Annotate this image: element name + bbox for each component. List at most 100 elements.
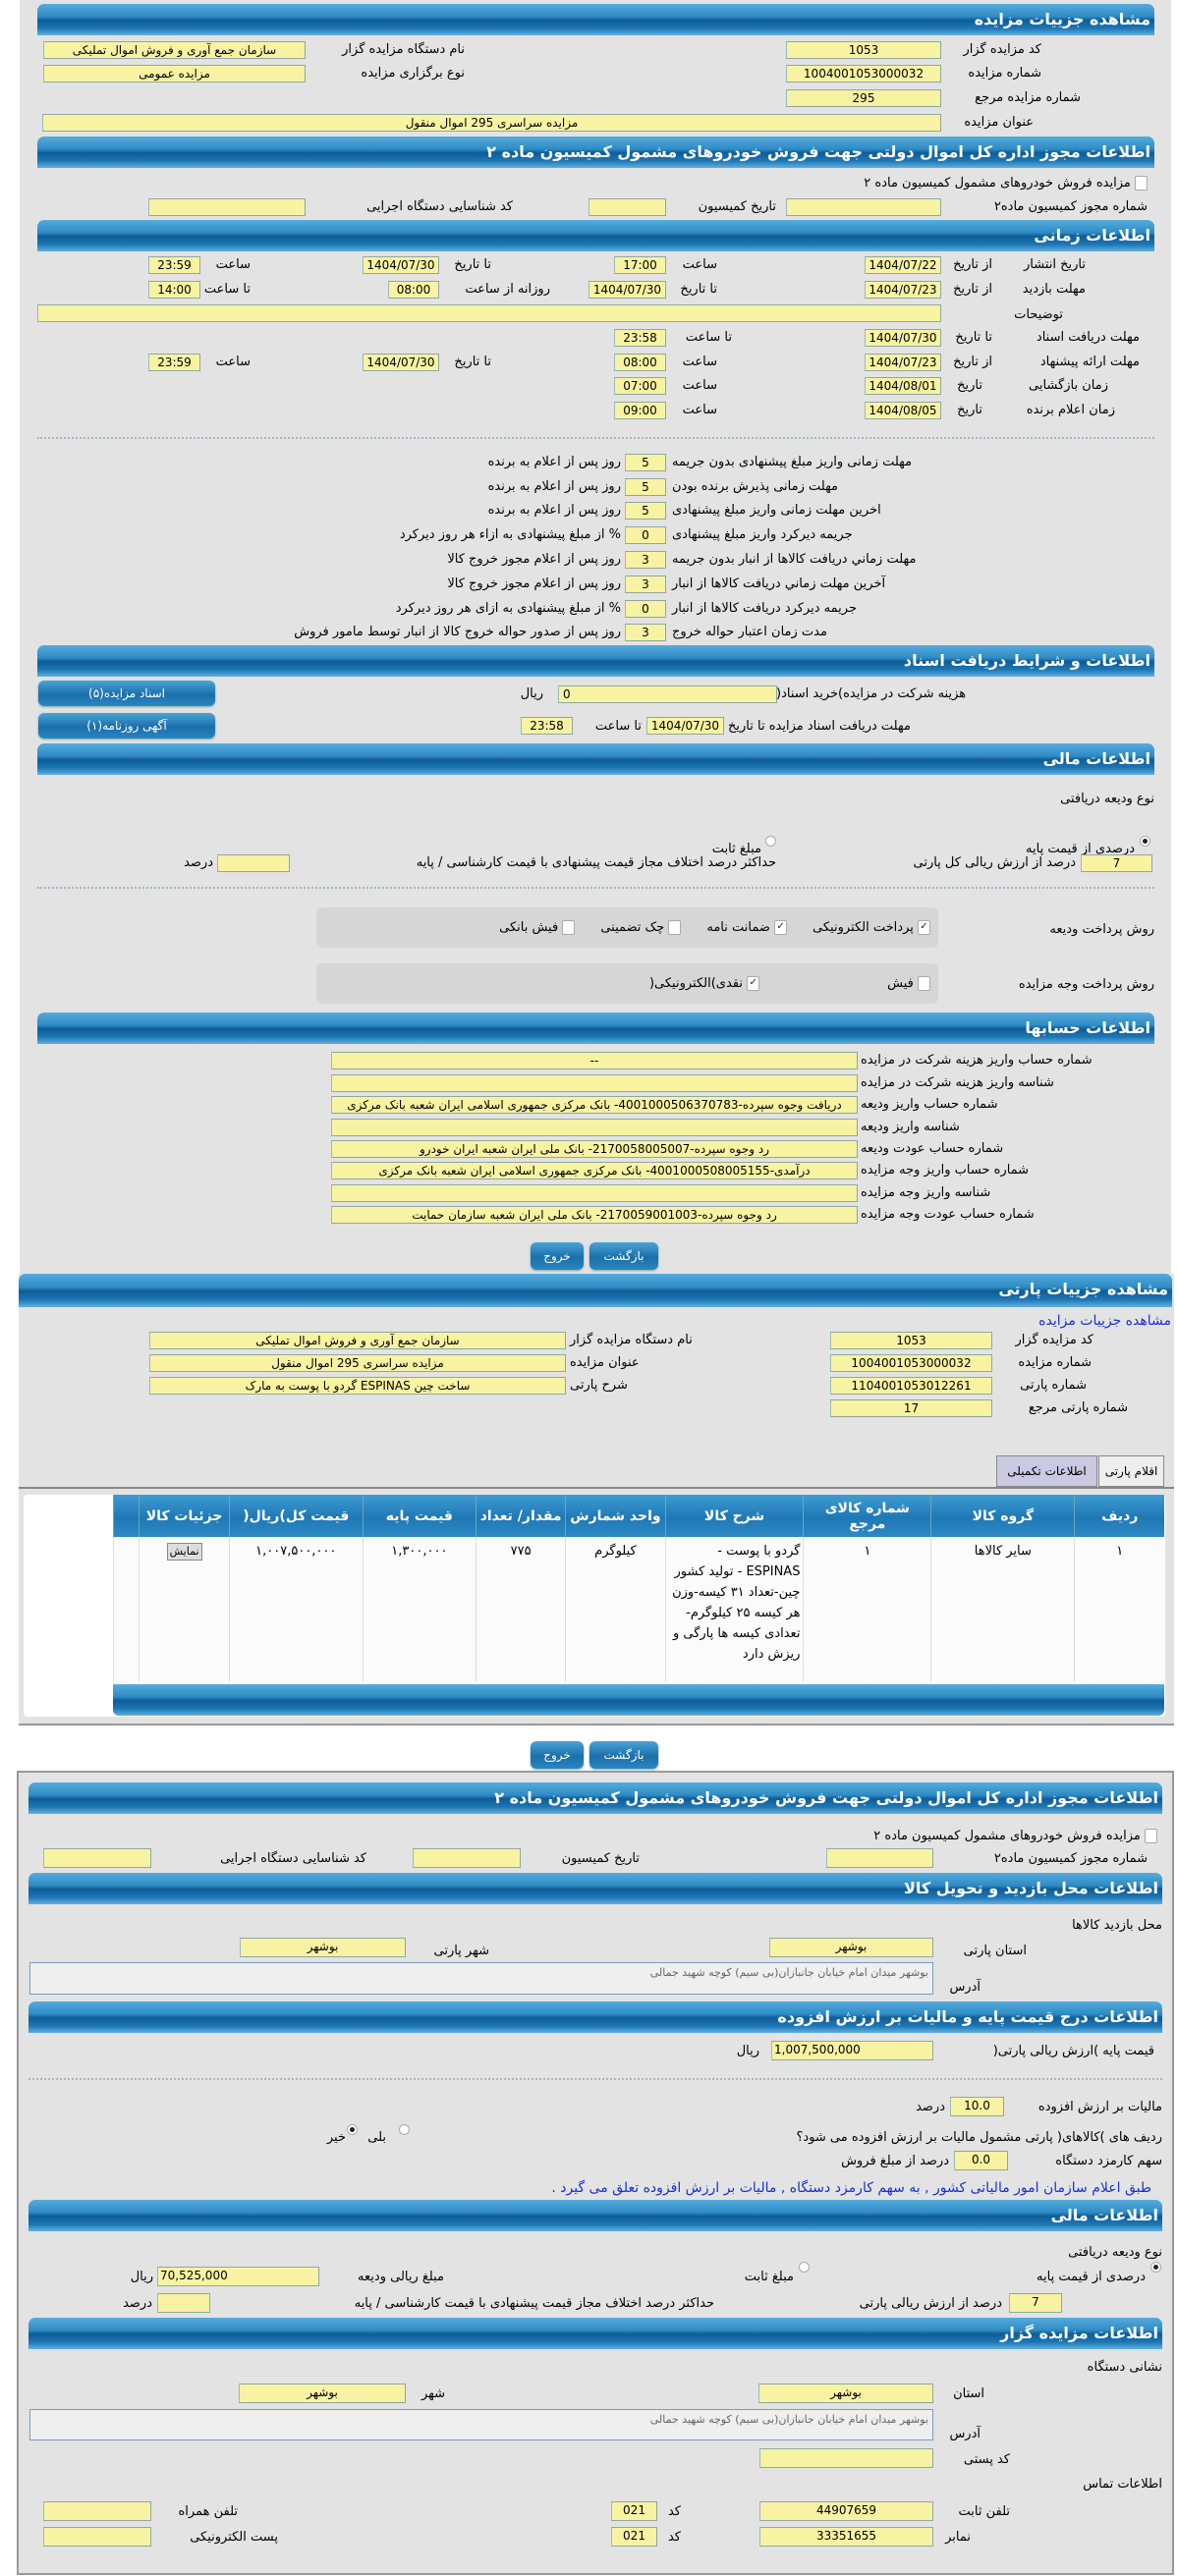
table-header-cell: واحد شمارش [565,1495,666,1537]
vat-no-radio[interactable] [347,2124,358,2135]
permit-checkbox[interactable] [1135,176,1148,191]
exec-code-field [43,1848,151,1868]
deadline-label: جریمه دیرکرد دریافت کالاها از انبار [672,601,857,616]
docs-deadline-label: مهلت دریافت اسناد [1036,330,1140,345]
fixed-radio[interactable] [765,836,776,847]
city-field: بوشهر [239,2384,406,2403]
commission-date-field [588,198,666,216]
back-button[interactable]: بازگشت [589,1741,658,1769]
auction-docs-button[interactable]: اسناد مزایده(۵) [38,681,215,706]
org-field: سازمان جمع آوری و فروش اموال تملیکی [43,41,306,59]
exec-code-label: کد شناسایی دستگاه اجرایی [366,199,513,214]
base-price-label: قیمت پایه )ارزش ریالی پارتی( [992,2044,1154,2058]
fixed-option-label: مبلغ ثابت [711,842,761,856]
permit-checkbox-row[interactable]: مزایده فروش خودروهای مشمول کمیسیون ماده … [864,175,1148,192]
percent-radio[interactable] [1150,2262,1161,2273]
publish-to-field: 1404/07/30 [363,256,439,274]
docs-header: اطلاعات و شرایط دریافت اسناد [37,645,1154,677]
deadline-label: مهلت زمانی پذیرش برنده بودن [672,479,839,494]
fax-field: 33351655 [759,2527,933,2547]
checkbox-icon[interactable] [562,920,576,935]
payment-method-label: ضمانت نامه [706,920,770,935]
checked-checkbox-icon[interactable]: ✓ [774,920,788,935]
tab-lot-items[interactable]: اقلام پارتی [1098,1455,1164,1487]
docs-to-field: 1404/07/30 [865,329,941,347]
payment-method-option[interactable]: فیش [887,976,930,991]
hour-label: ساعت [215,355,251,369]
publish-label: تاریخ انتشار [1024,257,1086,272]
fixed-radio[interactable] [799,2262,810,2273]
subject-label: عنوان مزایده [964,115,1034,130]
percent-radio[interactable] [1140,836,1150,847]
permit-checkbox-row[interactable]: مزایده فروش خودروهای مشمول کمیسیون ماده … [873,1828,1157,1845]
deadline-label: جریمه دیرکرد واریز مبلغ پیشنهادی [672,527,853,542]
pricing-header: اطلاعات درج قیمت پایه و مالیات بر ارزش ا… [28,2001,1162,2033]
vat-yes-radio[interactable] [399,2124,410,2135]
permit-checkbox[interactable] [1145,1829,1157,1843]
lot-desc-field: ساخت چین ESPINAS گردو با پوست به مارک [149,1377,566,1395]
timing-header: اطلاعات زمانی [37,220,1154,251]
permit-checkbox-label: مزایده فروش خودروهای مشمول کمیسیون ماده … [873,1829,1141,1843]
payment-method-option[interactable]: ✓ نقدی)الکترونیکی( [649,976,760,991]
province-label: استان [953,2386,984,2401]
from-date-label: از تاریخ [953,257,992,272]
fee-share-field: 0.0 [954,2151,1008,2170]
checkbox-icon[interactable] [918,976,930,991]
auction-details-link[interactable]: مشاهده جزییات مزایده [1038,1313,1171,1329]
deposit-pay-label: روش پرداخت ودیعه [1049,922,1154,937]
lot-ref-label: شماره پارتی مرجع [1028,1400,1128,1415]
payment-method-option[interactable]: ✓ پرداخت الکترونیکی [813,920,930,935]
vat-yes-label: بلی [367,2130,386,2145]
vat-no-label: خیر [326,2130,346,2145]
lot-ref-field: 17 [830,1399,992,1417]
subject-field: مزایده سراسری 295 اموال منقول [42,114,941,132]
to-hour-label: تا ساعت [203,282,251,297]
tab-extra-info[interactable]: اطلاعات تکمیلی [996,1455,1097,1487]
show-details-button[interactable]: نمایش [166,1543,202,1561]
city-label: شهر پارتی [433,1944,489,1958]
back-button[interactable]: بازگشت [589,1242,658,1270]
hour-label: ساعت [682,378,717,393]
account-label: شناسه واریز وجه مزایده [861,1185,991,1200]
offer-label: مهلت ارائه پیشنهاد [1039,355,1140,369]
table-header-cell: شرح کالا [664,1495,804,1537]
newspaper-ad-button[interactable]: آگهی روزنامه(۱) [38,713,215,739]
payment-method-option[interactable]: ✓ ضمانت نامه [706,920,788,935]
vat-field: 10.0 [950,2097,1004,2116]
checked-checkbox-icon[interactable]: ✓ [747,976,760,991]
table-body: ۱ سایر کالاها ۱ گردو با پوست - ESPINAS - تو… [112,1537,1164,1682]
table-header-cell: قیمت پایه [362,1495,476,1537]
checked-checkbox-icon[interactable]: ✓ [918,920,930,935]
mobile-field [43,2501,151,2521]
lot-extra-panel [17,1771,1174,2575]
cell-group: سایر کالاها [930,1537,1075,1682]
address-field: بوشهر میدان امام خیابان جانبازان(بی سیم)… [29,2409,933,2440]
daily-from-label: روزانه از ساعت [465,282,550,297]
account-field [331,1119,858,1136]
hour-label: ساعت [682,355,717,369]
deadline-field: 3 [625,624,666,641]
deposit-percent-field: 7 [1081,854,1152,872]
winner-time-field: 09:00 [614,402,666,419]
payment-method-option[interactable]: چک تضمینی [600,920,682,935]
deadline-suffix: روز پس از اعلام مجوز خروج کالا [447,552,621,567]
permit-no-label: شماره مجوز کمیسیون ماده۲ [993,199,1148,214]
permit-header: اطلاعات مجوز اداره کل اموال دولتی جهت فر… [28,1782,1162,1814]
account-field: رد وجوه سپرده-2170059001003- بانک ملی ای… [331,1206,858,1224]
exit-button[interactable]: خروج [531,1242,584,1270]
exit-button[interactable]: خروج [531,1741,584,1769]
table-header-cell: ردیف [1074,1495,1164,1537]
cell-details: نمایش [139,1537,230,1682]
checkbox-icon[interactable] [668,920,682,935]
winner-date-field: 1404/08/05 [865,402,941,419]
cell-total: ۱,۰۰۷,۵۰۰,۰۰۰ [228,1537,364,1682]
email-label: پست الکترونیکی [190,2530,278,2545]
permit-no-label: شماره مجوز کمیسیون ماده۲ [993,1851,1148,1866]
payment-method-option[interactable]: فیش بانکی [499,920,576,935]
deadline-suffix: روز پس از صدور حواله خروج کالا از انبار … [294,625,621,639]
visit-to-field: 1404/07/30 [588,281,666,299]
auction-details-header: مشاهده جزییات مزایده [37,4,1154,35]
max-diff-label: حداکثر درصد اختلاف مجاز قیمت پیشنهادی با… [354,2296,714,2311]
visit-label: مهلت بازدید [1022,282,1086,297]
account-field [331,1184,858,1202]
